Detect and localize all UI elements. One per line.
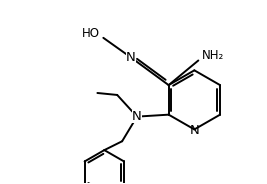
Text: N: N [126,51,136,64]
Text: N: N [190,124,199,137]
Text: NH₂: NH₂ [202,49,225,62]
Text: HO: HO [82,27,100,40]
Text: N: N [132,110,142,123]
